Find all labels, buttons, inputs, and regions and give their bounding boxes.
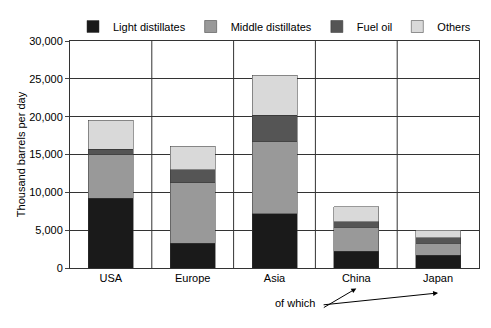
svg-text:USA: USA bbox=[100, 272, 123, 284]
svg-text:5,000: 5,000 bbox=[35, 224, 63, 236]
svg-text:Asia: Asia bbox=[264, 272, 286, 284]
svg-text:of which: of which bbox=[275, 297, 315, 309]
svg-text:0: 0 bbox=[57, 262, 63, 274]
svg-text:10,000: 10,000 bbox=[29, 186, 63, 198]
svg-text:30,000: 30,000 bbox=[29, 35, 63, 47]
svg-text:Fuel oil: Fuel oil bbox=[357, 21, 392, 33]
svg-text:Light distillates: Light distillates bbox=[113, 21, 186, 33]
svg-text:Others: Others bbox=[437, 21, 471, 33]
svg-text:Japan: Japan bbox=[423, 272, 453, 284]
svg-text:20,000: 20,000 bbox=[29, 111, 63, 123]
svg-text:Middle distillates: Middle distillates bbox=[231, 21, 312, 33]
svg-text:China: China bbox=[342, 272, 372, 284]
svg-text:15,000: 15,000 bbox=[29, 148, 63, 160]
svg-text:Europe: Europe bbox=[175, 272, 210, 284]
svg-text:Thousand barrels per day: Thousand barrels per day bbox=[15, 91, 27, 217]
svg-text:25,000: 25,000 bbox=[29, 73, 63, 85]
